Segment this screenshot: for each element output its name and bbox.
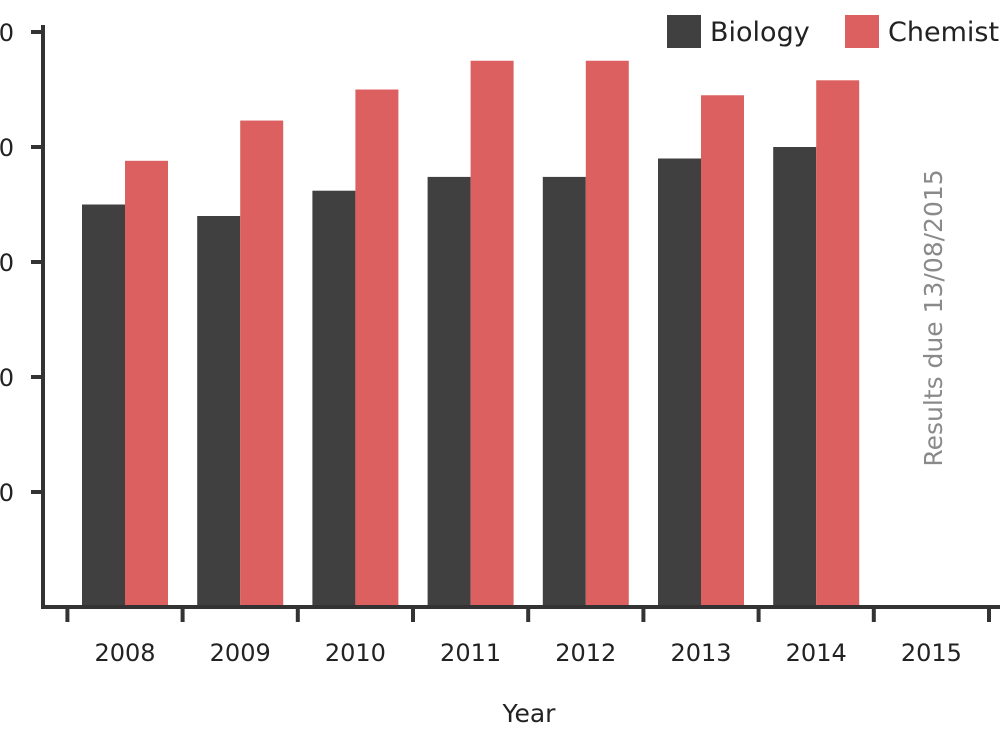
axes-group	[41, 25, 1000, 609]
x-tick-label-2008: 2008	[94, 639, 155, 667]
bar-biology-2014	[773, 147, 817, 607]
x-tick-label-2009: 2009	[210, 639, 271, 667]
bar-chemistry-2012	[585, 60, 629, 607]
x-tick-label-2010: 2010	[325, 639, 386, 667]
bar-biology-2010	[312, 190, 356, 607]
bar-biology-2012	[542, 176, 586, 607]
bar-chemistry-2011	[470, 60, 514, 607]
x-ticks-group: 2008 2009 2010 2011 2012 2013 2014 2015	[65, 607, 991, 667]
legend-swatch-chemistry	[845, 15, 879, 48]
bar-biology-2011	[427, 176, 471, 607]
bar-biology-2009	[197, 216, 241, 607]
bars-group	[82, 60, 860, 608]
legend: Biology Chemistry	[667, 15, 1000, 48]
x-axis-title: Year	[502, 699, 557, 728]
x-tick-label-2013: 2013	[670, 639, 731, 667]
bar-chemistry-2014	[816, 80, 860, 608]
x-tick-label-2014: 2014	[786, 639, 847, 667]
y-tick-label-20: 0	[0, 364, 14, 392]
y-tick-label-50: 0	[0, 19, 14, 47]
legend-label-chemistry: Chemistry	[888, 17, 1000, 48]
legend-label-biology: Biology	[710, 17, 810, 48]
legend-swatch-biology	[667, 15, 701, 48]
y-tick-label-10: 0	[0, 479, 14, 507]
bar-biology-2013	[658, 158, 701, 607]
y-tick-label-40: 0	[0, 134, 14, 162]
x-tick-label-2012: 2012	[555, 639, 616, 667]
x-tick-label-2015: 2015	[901, 639, 962, 667]
y-ticks-group: 0 0 0 0 0	[0, 19, 43, 507]
bar-chemistry-2013	[701, 95, 744, 607]
bar-chemistry-2008	[125, 160, 168, 608]
x-tick-label-2011: 2011	[440, 639, 501, 667]
y-tick-label-30: 0	[0, 249, 14, 277]
bar-chemistry-2010	[355, 89, 399, 607]
results-annotation: Results due 13/08/2015	[919, 169, 948, 466]
bar-biology-2008	[82, 204, 125, 607]
bar-chemistry-2009	[240, 120, 284, 608]
